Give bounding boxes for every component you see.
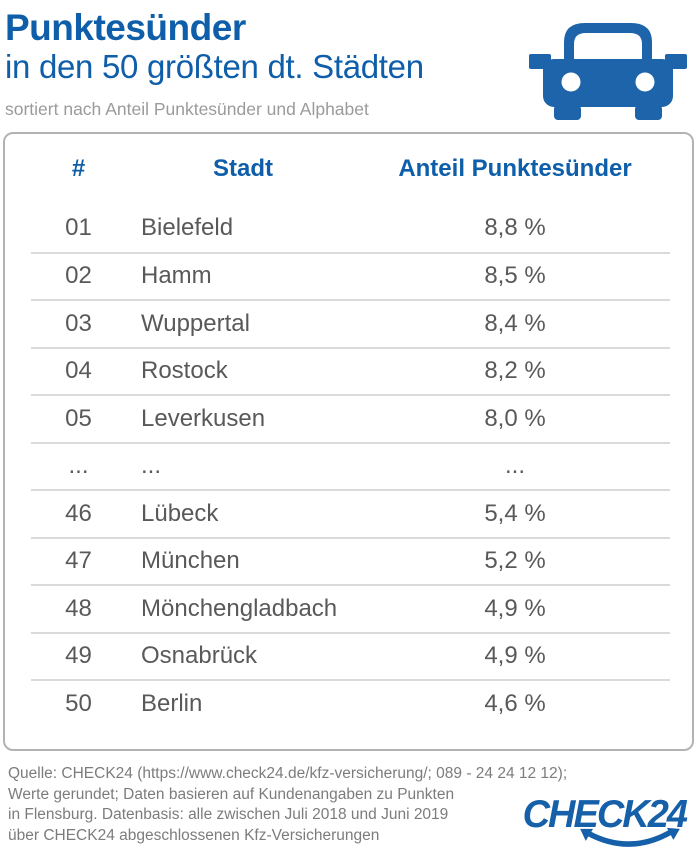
header-text: Punktesünder in den 50 größten dt. Städt… — [5, 6, 424, 120]
city-cell: München — [141, 547, 240, 575]
header: Punktesünder in den 50 größten dt. Städt… — [5, 6, 694, 120]
page-subtitle: in den 50 größten dt. Städten — [5, 47, 424, 85]
rank-cell: 02 — [65, 262, 92, 290]
share-cell: 8,4 % — [484, 309, 546, 337]
city-cell: ... — [141, 452, 162, 480]
table-row: 05 Leverkusen 8,0 % — [31, 394, 670, 442]
city-cell: Mönchengladbach — [141, 594, 338, 622]
city-cell: Rostock — [141, 357, 228, 385]
share-cell: 4,9 % — [484, 642, 546, 670]
check24-logo: CHECK24 — [494, 793, 688, 852]
car-icon — [528, 18, 688, 120]
col-header-share: Anteil Punktesünder — [398, 155, 632, 182]
rank-cell: 01 — [65, 213, 92, 241]
source-line: über CHECK24 abgeschlossenen Kfz-Versich… — [8, 826, 380, 844]
table-row: 02 Hamm 8,5 % — [31, 251, 670, 300]
col-header-rank: # — [71, 155, 86, 182]
sort-note: sortiert nach Anteil Punktesünder und Al… — [5, 98, 369, 119]
city-cell: Berlin — [141, 689, 203, 717]
data-table-card: # Stadt Anteil Punktesünder 01 Bielefeld… — [3, 132, 694, 751]
table-row: 50 Berlin 4,6 % — [31, 679, 670, 727]
share-cell: 8,8 % — [484, 213, 546, 241]
city-cell: Lübeck — [141, 499, 219, 527]
page-title: Punktesünder — [5, 7, 246, 48]
table-row: 47 München 5,2 % — [31, 536, 670, 585]
rank-cell: 04 — [65, 357, 92, 385]
table-header-row: # Stadt Anteil Punktesünder — [31, 134, 670, 204]
table-row: 03 Wuppertal 8,4 % — [31, 299, 670, 347]
share-cell: 4,6 % — [484, 689, 546, 717]
rank-cell: 05 — [65, 404, 92, 432]
rank-cell: 48 — [65, 594, 92, 622]
table-row: ... ... ... — [31, 441, 670, 490]
col-header-city: Stadt — [213, 155, 273, 182]
share-cell: 8,2 % — [484, 357, 546, 385]
share-cell: 8,0 % — [484, 404, 546, 432]
share-cell: 8,5 % — [484, 262, 546, 290]
rank-cell: 50 — [65, 689, 92, 717]
source-text: Quelle: CHECK24 (https://www.check24.de/… — [8, 764, 694, 846]
rank-cell: ... — [68, 452, 89, 480]
table-row: 46 Lübeck 5,4 % — [31, 489, 670, 537]
table-row: 48 Mönchengladbach 4,9 % — [31, 584, 670, 632]
share-cell: 5,4 % — [484, 499, 546, 527]
table-row: 01 Bielefeld 8,8 % — [31, 204, 670, 252]
footer: Quelle: CHECK24 (https://www.check24.de/… — [5, 764, 694, 847]
source-line: Quelle: CHECK24 (https://www.check24.de/… — [8, 765, 568, 782]
city-cell: Osnabrück — [141, 642, 258, 670]
share-cell: ... — [504, 452, 525, 480]
rank-cell: 46 — [65, 499, 92, 527]
city-cell: Hamm — [141, 262, 212, 290]
check24-logo-text: CHECK24 — [522, 793, 688, 837]
city-cell: Leverkusen — [141, 404, 266, 432]
share-cell: 5,2 % — [484, 547, 546, 575]
rank-cell: 03 — [65, 309, 92, 337]
table-row: 49 Osnabrück 4,9 % — [31, 631, 670, 680]
table-row: 04 Rostock 8,2 % — [31, 346, 670, 395]
city-cell: Bielefeld — [141, 213, 234, 241]
source-line: Werte gerundet; Daten basieren auf Kunde… — [8, 785, 455, 803]
logo-swoosh-icon — [580, 827, 680, 847]
source-line: in Flensburg. Datenbasis: alle zwischen … — [8, 806, 449, 823]
rank-cell: 47 — [65, 547, 92, 575]
table-body: 01 Bielefeld 8,8 % 02 Hamm 8,5 % 03 Wupp… — [31, 204, 670, 727]
rank-cell: 49 — [65, 642, 92, 670]
share-cell: 4,9 % — [484, 594, 546, 622]
city-cell: Wuppertal — [141, 309, 250, 337]
